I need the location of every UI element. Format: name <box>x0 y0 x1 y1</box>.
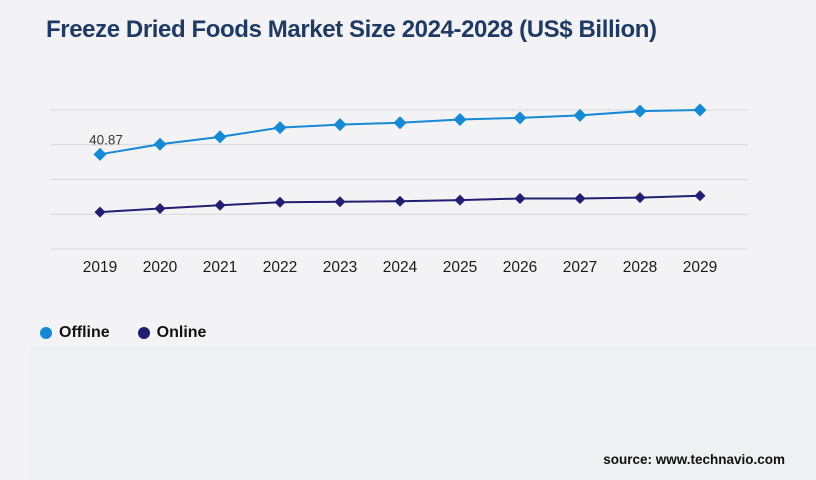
data-point-marker-online <box>94 206 106 218</box>
data-point-marker-online <box>274 196 286 208</box>
data-point-marker-offline <box>573 108 587 122</box>
data-point-marker-online <box>154 202 166 214</box>
legend-item-offline: Offline <box>40 324 110 342</box>
legend-label: Online <box>156 324 207 341</box>
data-point-marker-offline <box>633 104 647 118</box>
page-title: Freeze Dried Foods Market Size 2024-2028… <box>46 16 657 43</box>
data-point-marker-offline <box>213 130 227 144</box>
data-point-marker-online <box>334 196 346 208</box>
x-axis-tick-label: 2024 <box>383 259 418 276</box>
legend-dot-offline <box>40 327 52 339</box>
x-axis-tick-label: 2022 <box>263 259 297 276</box>
x-axis-tick-label: 2028 <box>623 259 657 276</box>
data-point-label: 40.87 <box>89 132 123 147</box>
data-point-marker-online <box>214 199 226 211</box>
x-axis-tick-label: 2029 <box>683 259 717 276</box>
x-axis-tick-label: 2021 <box>203 259 237 276</box>
x-axis-tick-label: 2025 <box>443 259 477 276</box>
x-axis-tick-label: 2019 <box>83 259 117 276</box>
data-point-marker-online <box>694 190 706 202</box>
lower-background-panel <box>30 347 816 480</box>
chart-legend: Offline Online <box>40 324 206 342</box>
data-point-marker-offline <box>93 147 107 161</box>
data-point-marker-offline <box>333 118 347 132</box>
data-point-marker-online <box>514 192 526 204</box>
data-point-marker-online <box>634 192 646 204</box>
data-point-marker-online <box>574 192 586 204</box>
x-axis-tick-label: 2020 <box>143 259 178 276</box>
data-point-marker-offline <box>453 112 467 126</box>
legend-item-online: Online <box>137 324 207 342</box>
data-point-marker-online <box>394 195 406 207</box>
x-axis-tick-label: 2026 <box>503 259 537 276</box>
data-point-marker-offline <box>513 111 527 125</box>
data-point-marker-offline <box>393 116 407 130</box>
line-chart: 2019 2020 2021 2022 2023 2024 2025 2026 2027 2028… <box>50 103 748 276</box>
data-point-marker-online <box>454 194 466 206</box>
source-attribution: source: www.technavio.com <box>603 452 785 467</box>
legend-dot-online <box>137 327 150 339</box>
data-point-marker-offline <box>273 121 287 135</box>
legend-label: Offline <box>59 324 110 341</box>
data-point-marker-offline <box>693 103 707 117</box>
x-axis-tick-label: 2023 <box>323 259 357 276</box>
data-point-marker-offline <box>153 137 167 151</box>
x-axis-tick-label: 2027 <box>563 259 597 276</box>
